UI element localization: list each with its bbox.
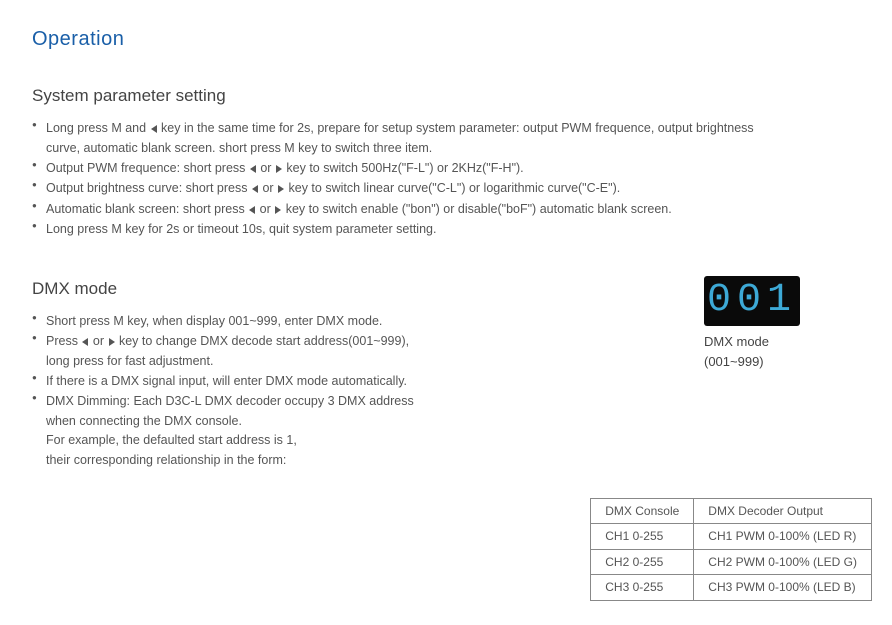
list-item: Long press M and key in the same time fo…	[32, 119, 860, 158]
triangle-right-icon	[278, 185, 284, 193]
dmx-section: DMX mode Short press M key, when display…	[32, 276, 860, 470]
triangle-left-icon	[250, 165, 256, 173]
text: Output brightness curve: short press	[46, 181, 251, 195]
page-title: Operation	[32, 24, 860, 55]
text: or	[257, 161, 275, 175]
triangle-left-icon	[249, 206, 255, 214]
section-system-param-heading: System parameter setting	[32, 83, 860, 109]
text-cont: For example, the defaulted start address…	[46, 431, 532, 450]
table-cell: CH1 0-255	[591, 524, 694, 550]
table-cell: CH2 PWM 0-100% (LED G)	[694, 549, 872, 575]
text: key in the same time for 2s, prepare for…	[158, 121, 754, 135]
system-param-list: Long press M and key in the same time fo…	[32, 119, 860, 239]
table-header: DMX Console	[591, 498, 694, 524]
triangle-left-icon	[82, 338, 88, 346]
text-cont: curve, automatic blank screen. short pre…	[46, 139, 860, 158]
triangle-right-icon	[276, 165, 282, 173]
table-row: CH1 0-255 CH1 PWM 0-100% (LED R)	[591, 524, 872, 550]
table-header: DMX Decoder Output	[694, 498, 872, 524]
table-cell: CH3 PWM 0-100% (LED B)	[694, 575, 872, 601]
text: Press	[46, 334, 81, 348]
text: or	[256, 202, 274, 216]
table-cell: CH2 0-255	[591, 549, 694, 575]
led-display: 001	[704, 276, 800, 326]
dmx-table: DMX Console DMX Decoder Output CH1 0-255…	[590, 498, 872, 601]
list-item: Output PWM frequence: short press or key…	[32, 159, 860, 178]
table-cell: CH3 0-255	[591, 575, 694, 601]
list-item: Long press M key for 2s or timeout 10s, …	[32, 220, 860, 239]
dmx-display-block: 001 DMX mode (001~999)	[704, 276, 800, 372]
list-item: DMX Dimming: Each D3C-L DMX decoder occu…	[32, 392, 532, 470]
text-cont: long press for fast adjustment.	[46, 352, 532, 371]
text: If there is a DMX signal input, will ent…	[46, 374, 407, 388]
list-item: If there is a DMX signal input, will ent…	[32, 372, 532, 391]
text: Output PWM frequence: short press	[46, 161, 249, 175]
text: Automatic blank screen: short press	[46, 202, 248, 216]
display-caption: DMX mode	[704, 332, 800, 352]
text: key to switch 500Hz("F-L") or 2KHz("F-H"…	[283, 161, 524, 175]
text: Long press M key for 2s or timeout 10s, …	[46, 222, 436, 236]
list-item: Automatic blank screen: short press or k…	[32, 200, 860, 219]
led-value: 001	[707, 270, 797, 332]
triangle-left-icon	[151, 125, 157, 133]
table-row: CH3 0-255 CH3 PWM 0-100% (LED B)	[591, 575, 872, 601]
text: DMX Dimming: Each D3C-L DMX decoder occu…	[46, 394, 414, 408]
text: key to switch linear curve("C-L") or log…	[285, 181, 620, 195]
display-sub: (001~999)	[704, 352, 800, 372]
text: key to switch enable ("bon") or disable(…	[282, 202, 671, 216]
text-cont: when connecting the DMX console.	[46, 412, 532, 431]
text: or	[259, 181, 277, 195]
list-item: Output brightness curve: short press or …	[32, 179, 860, 198]
table-cell: CH1 PWM 0-100% (LED R)	[694, 524, 872, 550]
triangle-right-icon	[275, 206, 281, 214]
table-row: DMX Console DMX Decoder Output	[591, 498, 872, 524]
triangle-right-icon	[109, 338, 115, 346]
text: or	[89, 334, 107, 348]
table-row: CH2 0-255 CH2 PWM 0-100% (LED G)	[591, 549, 872, 575]
text: Long press M and	[46, 121, 150, 135]
dmx-list: Short press M key, when display 001~999,…	[32, 312, 532, 470]
text: key to change DMX decode start address(0…	[116, 334, 410, 348]
list-item: Short press M key, when display 001~999,…	[32, 312, 532, 331]
triangle-left-icon	[252, 185, 258, 193]
text: Short press M key, when display 001~999,…	[46, 314, 382, 328]
list-item: Press or key to change DMX decode start …	[32, 332, 532, 371]
text-cont: their corresponding relationship in the …	[46, 451, 532, 470]
